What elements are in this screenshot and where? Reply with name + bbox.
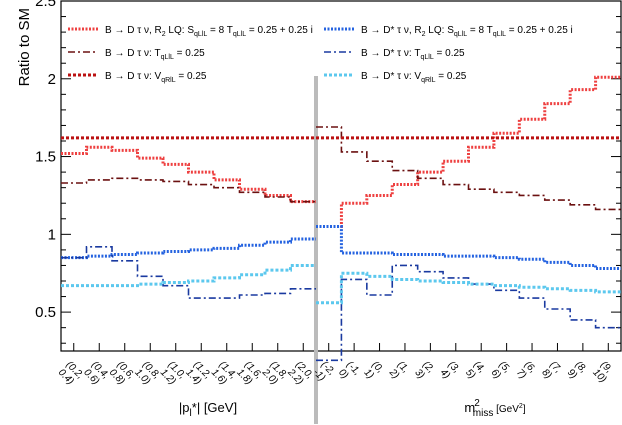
series-ds_r2-right [316, 225, 621, 271]
y-tick-label: 1.5 [35, 149, 56, 166]
y-tick-label: 0.5 [35, 304, 56, 321]
x-tick-label: (6,7) [514, 359, 538, 383]
x-tick-label: (9,10) [590, 359, 616, 385]
x-tick-label: (1.8,2.0) [259, 359, 289, 389]
legend-label-d_t: B → D τ ν: TqLlL = 0.25 [105, 48, 205, 61]
series-ds_t-left [61, 245, 316, 299]
legend-label-d_v: B → D τ ν: VqRlL = 0.25 [105, 71, 207, 84]
series-ds_v-right [316, 271, 621, 305]
legend-label-d_r2: B → D τ ν, R2 LQ: SqLlL = 8 TqLlL = 0.25… [105, 25, 313, 38]
series-d_r2-left [61, 145, 316, 204]
series-d_t-left [61, 177, 316, 203]
series-ds_t-right [316, 264, 621, 362]
x-tick-label: (0,1) [362, 359, 386, 383]
legend-label-ds_t: B → D* τ ν: TqLlL = 0.25 [361, 48, 465, 61]
x-tick-label: (-1,0) [336, 359, 362, 385]
legend-label-ds_v: B → D* τ ν: VqRlL = 0.25 [361, 71, 467, 84]
x-axis-label-right: m2 miss [GeV2] [464, 398, 525, 419]
x-tick-label: (2,3) [412, 359, 436, 383]
x-axis-label-left: |pl*| [GeV] [179, 400, 237, 419]
x-tick-label: (5,6) [489, 359, 513, 383]
series-ds_v-left [61, 263, 316, 288]
x-tick-label: (3,4) [438, 359, 462, 383]
legend-label-ds_r2: B → D* τ ν, R2 LQ: SqLlL = 8 TqLlL = 0.2… [361, 25, 573, 38]
y-tick-label: 2 [48, 71, 56, 88]
legend: B → D τ ν, R2 LQ: SqLlL = 8 TqLlL = 0.25… [68, 25, 573, 84]
y-axis-title: Ratio to SM [16, 8, 33, 86]
x-tick-label: (4,5) [463, 359, 487, 383]
series-layer [61, 75, 621, 362]
x-axis: (0.2,0.4) (0.4,0.6) (0.6,0.8) (0.8,1.0) (1.0… [56, 343, 616, 389]
y-tick-label: 1 [48, 226, 56, 243]
y-tick-label: 2.5 [35, 0, 56, 10]
series-ds_r2-left [61, 237, 316, 260]
series-d_r2-right [316, 75, 621, 229]
x-tick-label: (7,8) [540, 359, 564, 383]
x-tick-label: (8,9) [565, 359, 589, 383]
x-tick-label: (1,2) [386, 359, 411, 384]
series-d_t-right [316, 126, 621, 211]
y-axis: 0.5 1 1.5 2 2.5 [35, 0, 621, 344]
